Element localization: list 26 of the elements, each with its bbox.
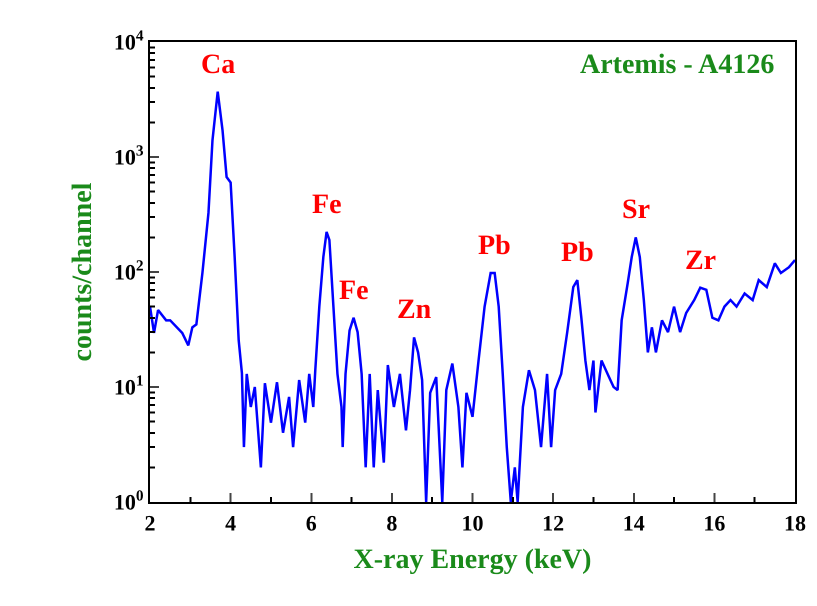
line-series [150,90,795,502]
y-tick-label: 10$^{4}$ [114,27,144,55]
annotation: Sr [622,194,650,225]
chart-title: Artemis - A4126 [580,49,774,80]
x-tick-label: 16 [703,510,726,536]
annotation: Zn [397,294,432,325]
y-tick-label: 10$^{0}$ [114,487,144,515]
annotation: Zr [685,245,716,276]
x-tick-label: 2 [144,510,156,536]
x-tick-label: 4 [225,510,236,536]
x-tick-label: 6 [306,510,317,536]
annotation: Fe [339,275,369,306]
y-axis-title: counts/channel [67,182,98,362]
x-tick-label: 14 [622,510,645,536]
annotation: Pb [561,237,594,268]
y-tick-label: 10$^{2}$ [114,257,144,285]
annotation: Ca [201,49,236,80]
x-tick-label: 12 [542,510,564,536]
x-axis-title: X-ray Energy (keV) [354,544,592,575]
x-tick-label: 10 [462,510,484,536]
annotation: Pb [478,230,511,261]
y-tick-label: 10$^{3}$ [114,142,144,170]
annotation: Fe [312,189,342,220]
x-tick-label: 18 [784,510,806,536]
y-tick-label: 10$^{1}$ [114,372,144,400]
x-tick-label: 8 [386,510,398,536]
